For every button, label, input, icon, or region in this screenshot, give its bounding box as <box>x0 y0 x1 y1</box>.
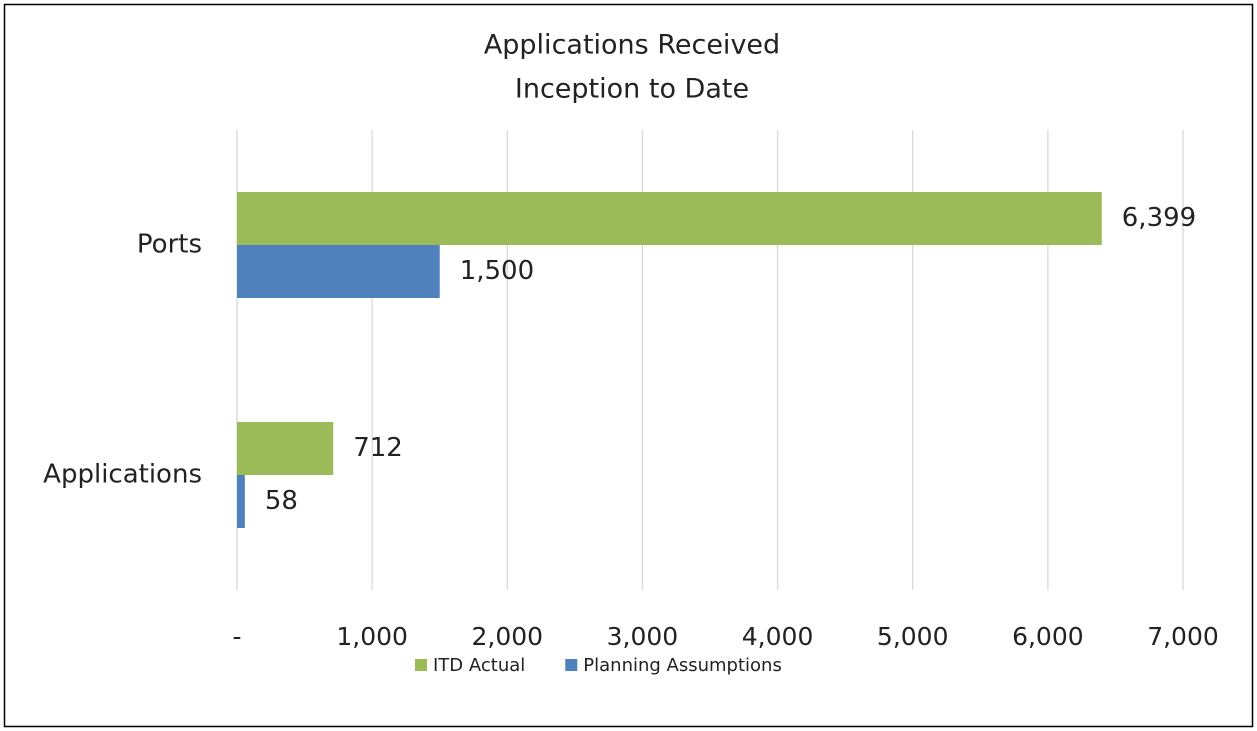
bar <box>237 422 334 475</box>
x-tick-label: 3,000 <box>607 622 679 651</box>
data-label: 6,399 <box>1122 203 1196 233</box>
legend-swatch <box>415 659 427 671</box>
legend-label: ITD Actual <box>433 655 525 676</box>
x-tick-label: 4,000 <box>742 622 814 651</box>
data-label: 1,500 <box>460 256 534 286</box>
x-tick-label: 5,000 <box>877 622 949 651</box>
x-tick-label: 1,000 <box>336 622 408 651</box>
x-tick-label: 6,000 <box>1012 622 1084 651</box>
x-tick-label: 2,000 <box>471 622 543 651</box>
chart-subtitle: Inception to Date <box>515 74 749 105</box>
y-tick-label: Ports <box>137 230 202 260</box>
x-tick-label: - <box>232 622 241 651</box>
x-tick-label: 7,000 <box>1147 622 1219 651</box>
chart-border <box>3 3 1254 728</box>
bar <box>237 245 440 298</box>
bar <box>237 475 245 528</box>
data-label: 712 <box>353 433 403 463</box>
data-label: 58 <box>265 486 298 516</box>
legend-label: Planning Assumptions <box>583 655 782 676</box>
legend-swatch <box>565 659 578 671</box>
bar <box>237 192 1102 245</box>
chart-title: Applications Received <box>484 30 780 61</box>
y-tick-label: Applications <box>43 460 202 490</box>
